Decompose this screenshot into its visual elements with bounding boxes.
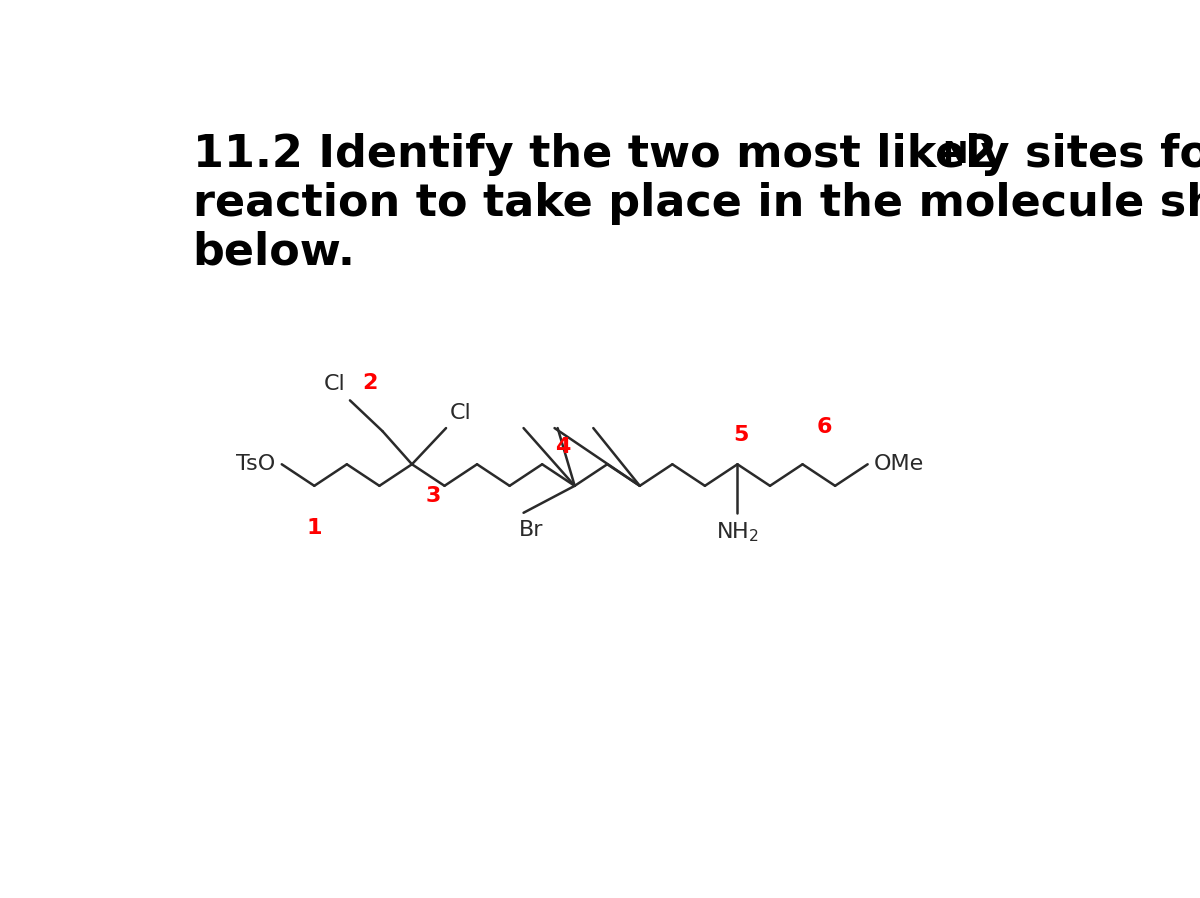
Text: N: N bbox=[942, 140, 967, 169]
Text: 4: 4 bbox=[556, 436, 571, 456]
Text: 5: 5 bbox=[733, 425, 749, 445]
Text: 11.2 Identify the two most likely sites for an S: 11.2 Identify the two most likely sites … bbox=[193, 133, 1200, 176]
Text: Br: Br bbox=[520, 521, 544, 541]
Text: TsO: TsO bbox=[236, 454, 276, 474]
Text: below.: below. bbox=[193, 231, 355, 274]
Text: 3: 3 bbox=[426, 486, 442, 506]
Text: Cl: Cl bbox=[324, 374, 346, 394]
Text: 1: 1 bbox=[306, 518, 322, 538]
Text: 2: 2 bbox=[362, 373, 378, 392]
Text: NH$_2$: NH$_2$ bbox=[716, 521, 758, 544]
Text: OMe: OMe bbox=[874, 454, 924, 474]
Text: 2: 2 bbox=[965, 133, 996, 176]
Text: reaction to take place in the molecule shown: reaction to take place in the molecule s… bbox=[193, 181, 1200, 224]
Text: 6: 6 bbox=[816, 418, 832, 437]
Text: Cl: Cl bbox=[450, 402, 472, 423]
